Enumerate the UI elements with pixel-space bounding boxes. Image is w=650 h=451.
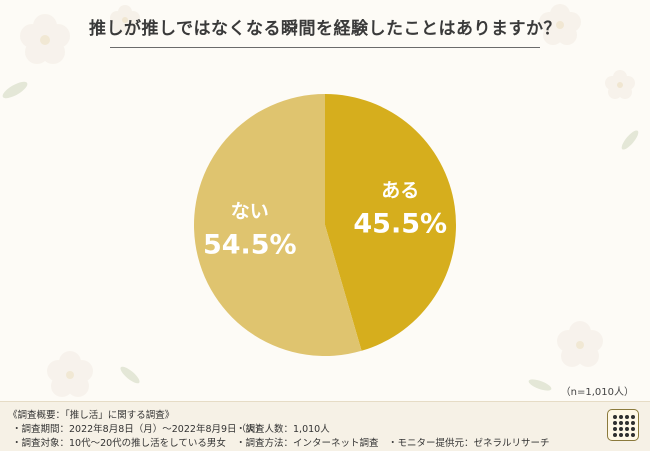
slice-label-ある: ある (381, 179, 419, 201)
brand-logo-icon (607, 409, 639, 441)
pie-slice-ある (325, 94, 456, 351)
title-underline (110, 47, 540, 48)
survey-heading: 《調査概要：「推し活」に関する調査》 (8, 410, 175, 421)
survey-period: ・調査期間：2022年8月8日（月）～2022年8月9日（火） (12, 424, 266, 435)
survey-method: ・調査方法：インターネット調査 (236, 438, 379, 449)
slice-value-ない: 54.5% (203, 230, 297, 261)
pie-slice-ない (194, 93, 362, 356)
survey-count: ・調査人数：1,010人 (236, 424, 330, 435)
slice-value-ある: 45.5% (353, 208, 447, 239)
survey-target: ・調査対象：10代～20代の推し活をしている男女 (12, 438, 226, 449)
chart-title: 推しが推しではなくなる瞬間を経験したことはありますか？ (89, 19, 561, 39)
slice-label-ない: ない (231, 201, 269, 223)
survey-footer: 《調査概要：「推し活」に関する調査》 ・調査期間：2022年8月8日（月）～20… (0, 401, 650, 451)
sample-size-note: （n=1,010人） (560, 387, 634, 398)
survey-provider: ・モニター提供元：ゼネラルリサーチ (388, 438, 550, 449)
pie-chart: ある 45.5% ない 54.5% (194, 93, 456, 356)
